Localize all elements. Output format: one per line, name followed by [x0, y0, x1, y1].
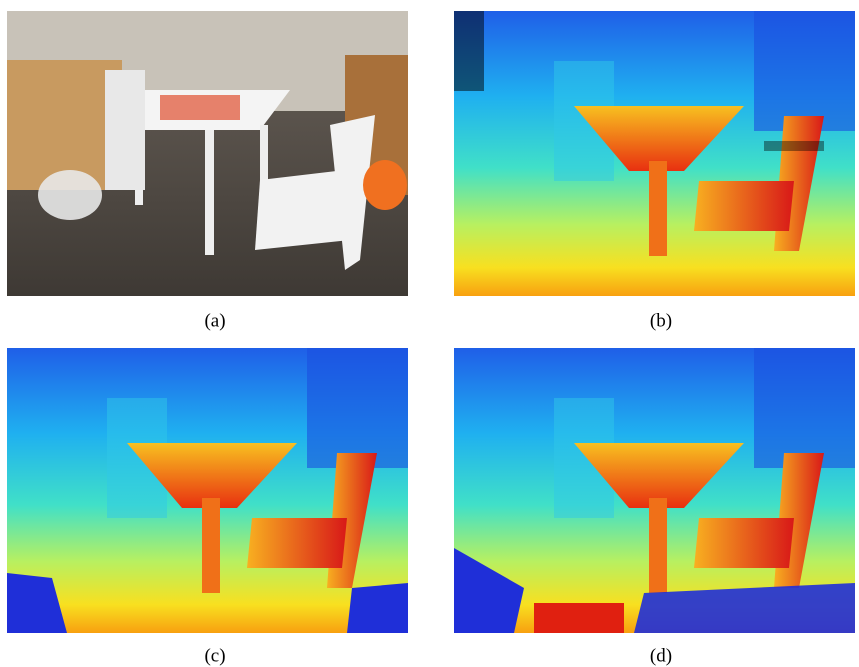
panel-label: (c) [204, 645, 225, 666]
panel-label: (b) [650, 310, 672, 331]
panel-label: (d) [650, 645, 672, 666]
depth-panel [454, 11, 855, 296]
figure: (a) (b) (c) (d) [0, 0, 859, 667]
depth-panel [7, 348, 408, 633]
depth-panel [454, 348, 855, 633]
photo-panel [7, 11, 408, 296]
panel-label: (a) [204, 310, 225, 331]
